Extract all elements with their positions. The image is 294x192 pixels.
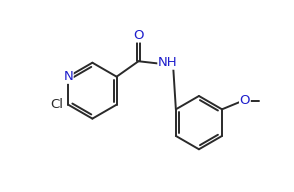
Text: O: O [133,29,144,42]
Text: N: N [63,70,73,83]
Text: Cl: Cl [50,98,64,111]
Text: O: O [240,94,250,107]
Text: NH: NH [158,56,178,69]
